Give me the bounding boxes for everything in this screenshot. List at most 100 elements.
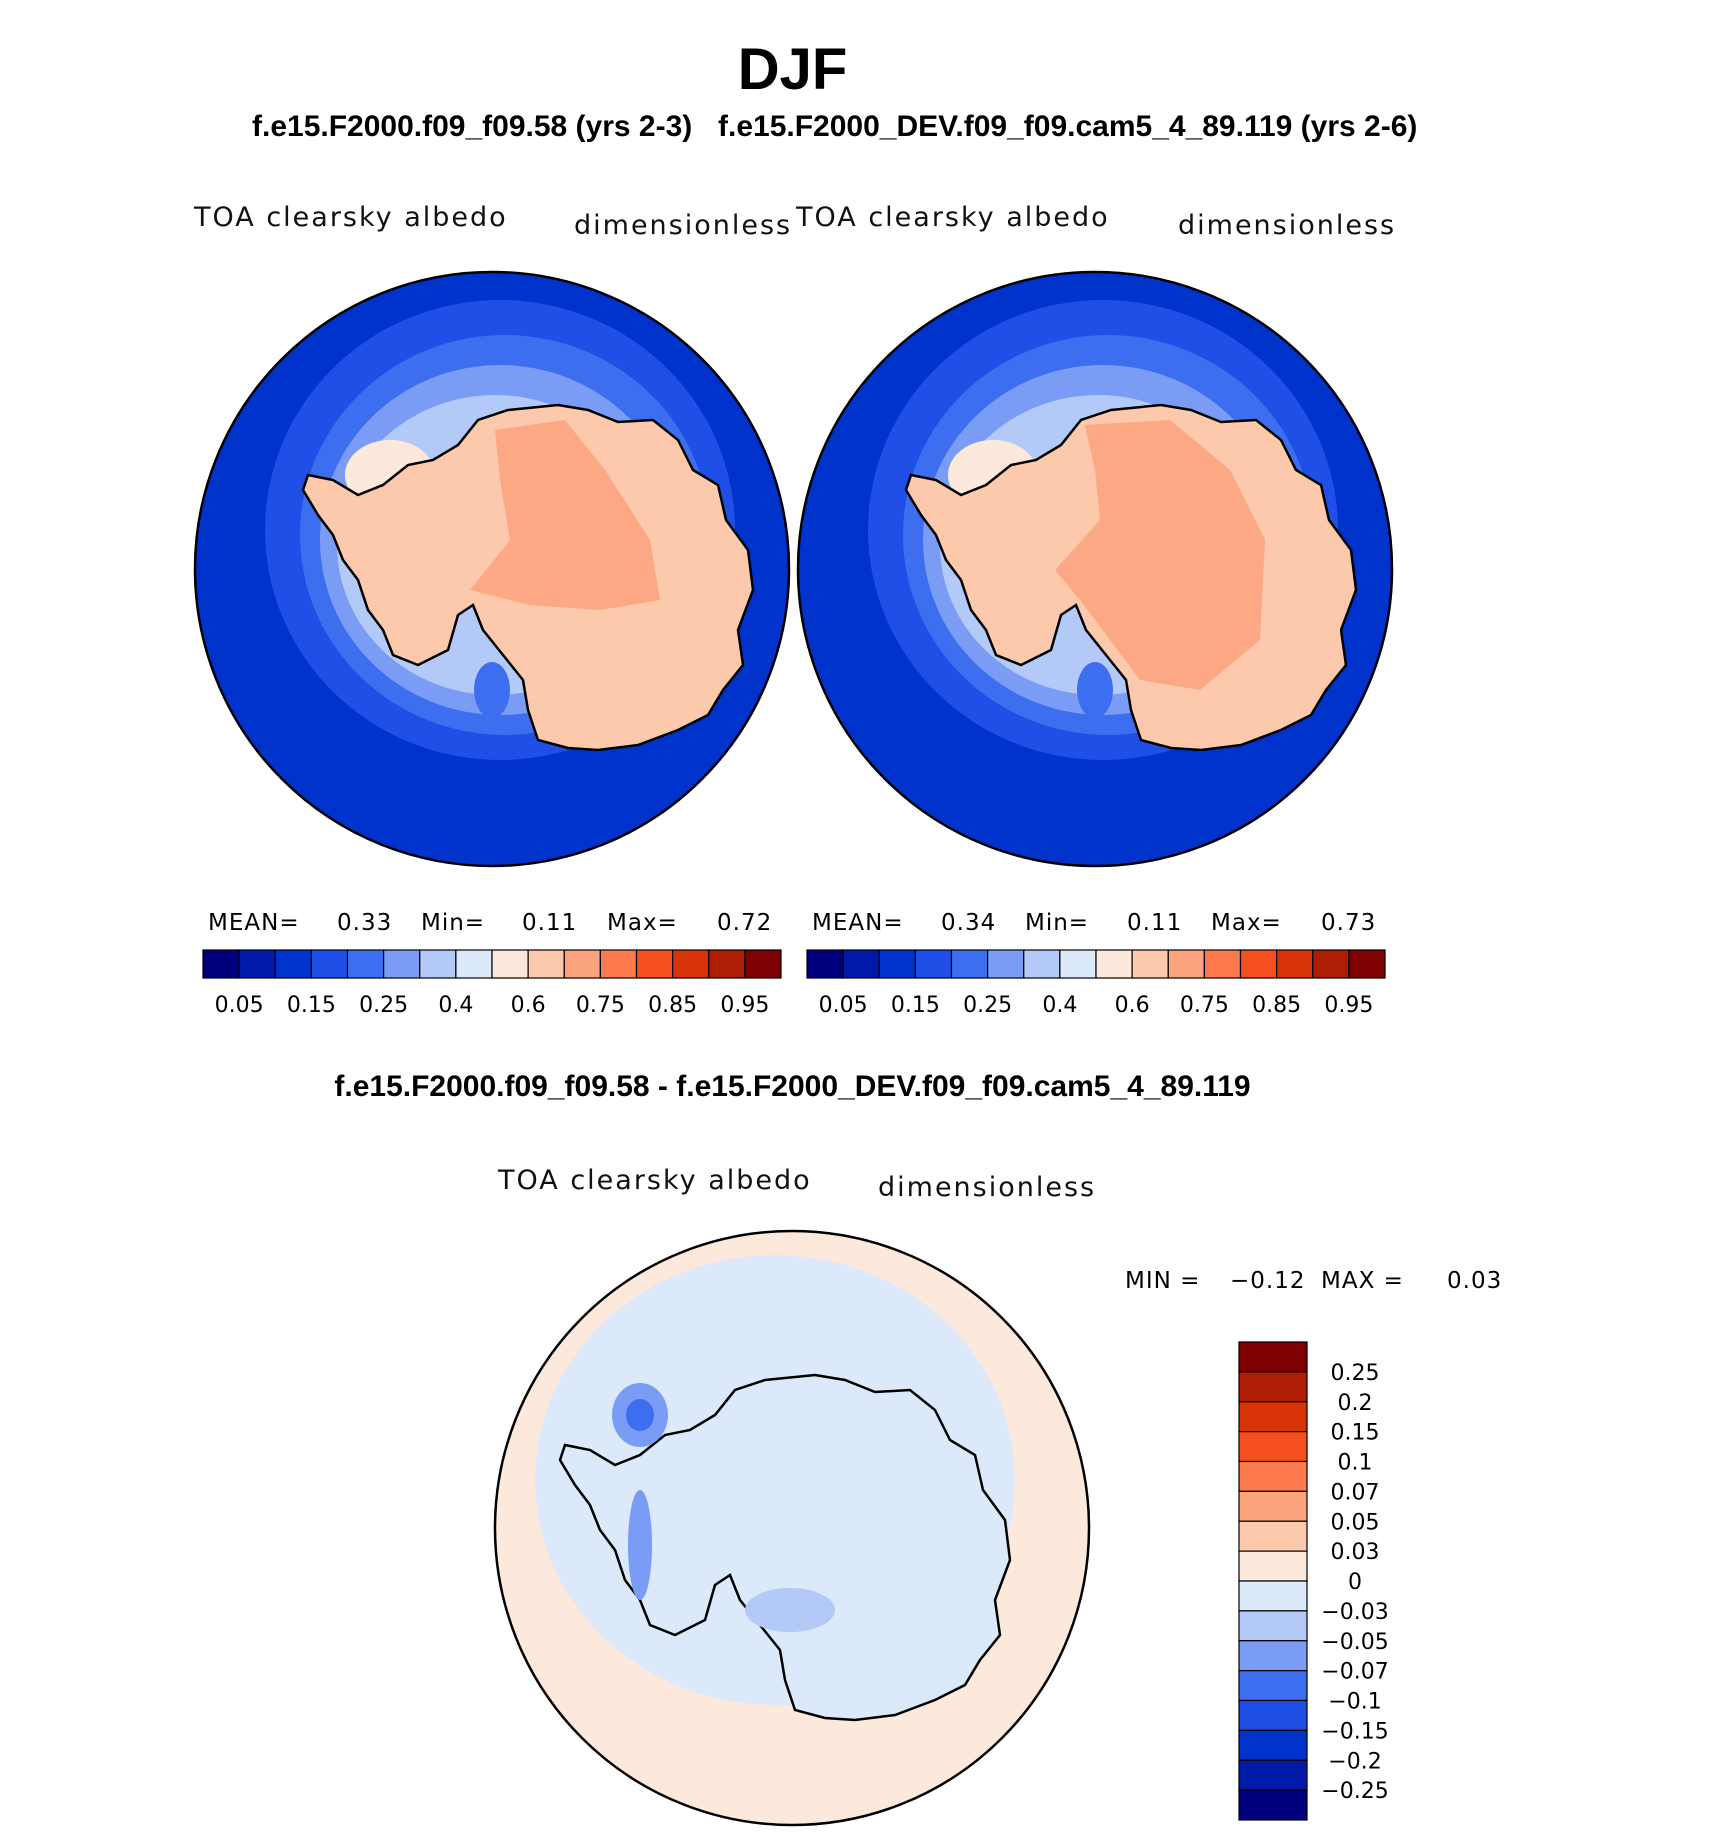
colorbar-left: 0.05 0.15 0.25 0.4 0.6 0.75 0.85 0.95 — [202, 949, 782, 1018]
colorbar-swatch — [202, 949, 240, 979]
colorbar-tick-label: 0.05 — [215, 993, 264, 1018]
colorbar-swatch — [1059, 949, 1097, 979]
map-left-border — [193, 270, 791, 868]
colorbar-tick-label: 0.6 — [511, 993, 546, 1018]
colorbar-swatch — [563, 949, 601, 979]
colorbar-swatch — [806, 949, 844, 979]
panel1-variable: TOA clearsky albedo — [194, 202, 508, 233]
colorbar-swatch — [419, 949, 457, 979]
colorbar-swatch — [1348, 949, 1386, 979]
colorbar-tick-label: 0.1 — [1338, 1451, 1373, 1476]
colorbar-swatch — [274, 949, 312, 979]
colorbar-tick-label: −0.15 — [1321, 1719, 1388, 1744]
colorbar-tick-label: 0.75 — [576, 993, 625, 1018]
colorbar-swatch — [1131, 949, 1169, 979]
colorbar-swatch — [1238, 1610, 1308, 1642]
colorbar-tick-label: 0.05 — [819, 993, 868, 1018]
panel2-variable: TOA clearsky albedo — [796, 202, 1110, 233]
colorbar-tick-label: −0.05 — [1321, 1630, 1388, 1655]
diff-units: dimensionless — [878, 1172, 1097, 1203]
colorbar-swatch — [1167, 949, 1205, 979]
case-title-left: f.e15.F2000.f09_f09.58 (yrs 2-3) — [252, 110, 693, 143]
colorbar-swatch — [1238, 1401, 1308, 1433]
colorbar-tick-label: 0.85 — [648, 993, 697, 1018]
diff-min: −0.12 — [1230, 1268, 1306, 1294]
colorbar-swatch — [1238, 1670, 1308, 1702]
diff-max: 0.03 — [1447, 1268, 1503, 1294]
panel1-units: dimensionless — [574, 210, 793, 241]
colorbar-tick-label: 0.95 — [1324, 993, 1373, 1018]
colorbar-swatch — [708, 949, 746, 979]
colorbar-tick-label: 0.4 — [438, 993, 473, 1018]
colorbar-tick-label: 0.07 — [1331, 1480, 1380, 1505]
colorbar-swatch — [1238, 1640, 1308, 1672]
colorbar-tick-label: −0.25 — [1321, 1779, 1388, 1804]
colorbar-tick-label: 0.95 — [720, 993, 769, 1018]
season-title: DJF — [737, 37, 848, 102]
panel1-mean: 0.33 — [337, 910, 393, 936]
colorbar-swatch — [1238, 1699, 1308, 1731]
colorbar-swatch — [346, 949, 385, 979]
colorbar-swatch — [455, 949, 493, 979]
colorbar-swatch — [1238, 1341, 1308, 1373]
diff-title: f.e15.F2000.f09_f09.58 - f.e15.F2000_DEV… — [334, 1070, 1251, 1103]
panel1-min: 0.11 — [522, 910, 578, 936]
colorbar-swatch — [1238, 1789, 1308, 1821]
case-title-right: f.e15.F2000_DEV.f09_f09.cam5_4_89.119 (y… — [718, 110, 1418, 143]
map-right — [798, 272, 1392, 866]
colorbar-swatch — [1276, 949, 1314, 979]
colorbar-swatch — [878, 949, 916, 979]
colorbar-swatch — [1095, 949, 1133, 979]
colorbar-swatch — [1238, 1550, 1308, 1582]
panel2-max: 0.73 — [1321, 910, 1377, 936]
panel2-min-label: Min= — [1025, 910, 1090, 936]
panel2-units: dimensionless — [1178, 210, 1397, 241]
colorbar-swatch — [1239, 949, 1278, 979]
map-right-border — [796, 270, 1394, 868]
colorbar-swatch — [1238, 1759, 1308, 1791]
colorbar-tick-label: 0.25 — [1331, 1361, 1380, 1386]
diff-min-label: MIN = — [1125, 1268, 1201, 1294]
panel1-max-label: Max= — [607, 910, 678, 936]
colorbar-swatch — [635, 949, 674, 979]
colorbar-swatch — [1238, 1371, 1308, 1403]
colorbar-swatch — [527, 949, 565, 979]
colorbar-swatch — [1238, 1490, 1308, 1522]
colorbar-tick-label: 0.25 — [359, 993, 408, 1018]
colorbar-swatch — [1312, 949, 1350, 979]
colorbar-tick-label: 0.25 — [963, 993, 1012, 1018]
map-left — [195, 272, 789, 866]
colorbar-tick-label: 0.05 — [1331, 1510, 1380, 1535]
colorbar-tick-label: 0.15 — [891, 993, 940, 1018]
panel1-mean-label: MEAN= — [208, 910, 300, 936]
colorbar-tick-label: 0.4 — [1042, 993, 1077, 1018]
map-diff — [495, 1231, 1089, 1825]
colorbar-tick-label: −0.2 — [1328, 1749, 1381, 1774]
colorbar-swatch — [599, 949, 638, 979]
colorbar-tick-label: 0.75 — [1180, 993, 1229, 1018]
colorbar-tick-label: −0.07 — [1321, 1660, 1388, 1685]
colorbar-swatch — [491, 949, 529, 979]
colorbar-tick-label: −0.1 — [1328, 1690, 1381, 1715]
colorbar-tick-label: 0.2 — [1338, 1391, 1373, 1416]
colorbar-tick-label: 0.15 — [287, 993, 336, 1018]
colorbar-right: 0.05 0.15 0.25 0.4 0.6 0.75 0.85 0.95 — [806, 949, 1386, 1018]
colorbar-swatch — [1023, 949, 1061, 979]
colorbar-swatch — [914, 949, 953, 979]
colorbar-swatch — [1238, 1729, 1308, 1761]
map-diff-border — [493, 1229, 1091, 1827]
colorbar-diff: 0.25 0.2 0.15 0.1 0.07 0.05 0.03 0 −0.03 −0.05 −0.… — [1238, 1341, 1389, 1821]
colorbar-tick-label: −0.03 — [1321, 1600, 1388, 1625]
panel2-min: 0.11 — [1127, 910, 1183, 936]
colorbar-swatch — [744, 949, 782, 979]
panel2-mean: 0.34 — [941, 910, 997, 936]
panel2-mean-label: MEAN= — [812, 910, 904, 936]
colorbar-swatch — [987, 949, 1025, 979]
colorbar-swatch — [238, 949, 276, 979]
colorbar-swatch — [1238, 1460, 1308, 1492]
colorbar-swatch — [1203, 949, 1242, 979]
colorbar-tick-label: 0.03 — [1331, 1540, 1380, 1565]
colorbar-tick-label: 0.15 — [1331, 1421, 1380, 1446]
panel1-max: 0.72 — [717, 910, 773, 936]
colorbar-tick-label: 0.85 — [1252, 993, 1301, 1018]
